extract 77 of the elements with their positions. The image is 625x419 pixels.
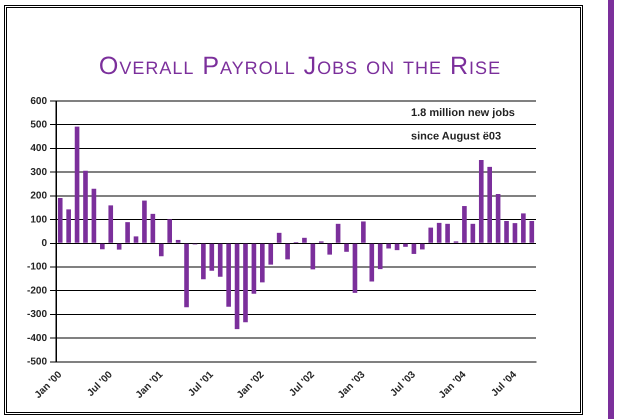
y-tick-label: -500	[27, 356, 48, 368]
x-tick-label: Jul '03	[388, 369, 418, 399]
x-tick-label: Jan '00	[32, 369, 65, 401]
bar	[167, 219, 172, 243]
y-tick-label: -400	[27, 332, 48, 344]
bar	[378, 244, 383, 270]
bar	[327, 244, 332, 255]
bar	[58, 198, 63, 243]
bar	[470, 224, 476, 243]
y-tick-label: 300	[30, 166, 48, 178]
bar	[142, 200, 147, 243]
y-tick-label: 400	[30, 143, 48, 154]
bar	[234, 244, 240, 330]
bar	[276, 232, 282, 243]
bar	[108, 205, 114, 243]
bar	[403, 244, 408, 247]
bar	[92, 188, 96, 243]
bar	[504, 220, 509, 243]
bar	[260, 244, 265, 282]
bar	[344, 244, 349, 252]
bar	[386, 244, 391, 248]
bar	[243, 244, 248, 322]
bar	[496, 194, 500, 243]
chart-title: Overall Payroll Jobs on the Rise	[98, 52, 502, 81]
x-tick-label: Jul '02	[287, 369, 318, 399]
bar	[83, 170, 88, 243]
x-tick-label: Jul '01	[186, 369, 216, 399]
y-tick-label: 500	[30, 119, 48, 130]
x-tick-label: Jul '00	[85, 369, 116, 399]
bar	[369, 244, 374, 282]
y-tick-label: -200	[27, 285, 48, 296]
bar	[158, 244, 164, 256]
bar	[184, 244, 189, 308]
y-tick-label: -100	[27, 262, 48, 273]
y-tick-label: 100	[30, 214, 48, 226]
bar	[352, 244, 358, 293]
bar	[150, 214, 156, 243]
y-tick-label: 600	[30, 96, 48, 107]
bar	[226, 244, 231, 307]
bar	[268, 244, 274, 265]
bar	[428, 228, 434, 243]
bar	[336, 224, 340, 243]
x-tick-label: Jan '03	[336, 369, 368, 401]
y-tick-label: -300	[27, 309, 48, 320]
bar	[436, 222, 442, 243]
bar	[125, 222, 130, 243]
bar	[209, 244, 214, 271]
bar	[394, 244, 400, 250]
bar	[74, 126, 80, 243]
bar	[521, 213, 526, 243]
bar	[529, 220, 534, 243]
bar	[512, 223, 518, 243]
bar	[218, 244, 223, 277]
bar	[420, 244, 425, 250]
bar	[462, 206, 467, 243]
bar	[285, 244, 290, 260]
bar	[302, 238, 307, 243]
bar	[310, 244, 316, 270]
bar	[252, 244, 256, 294]
bar	[201, 244, 206, 280]
bar	[176, 240, 180, 243]
x-tick-label: Jan '02	[234, 369, 267, 401]
bar	[134, 236, 138, 243]
annotation: 1.8 million new jobs	[411, 106, 515, 119]
x-tick-label: Jan '01	[134, 369, 166, 401]
bar	[412, 244, 416, 254]
bar	[66, 209, 71, 243]
annotation: since August ë03	[411, 130, 502, 143]
y-tick-label: 0	[41, 238, 48, 250]
bar	[116, 244, 122, 250]
x-tick-label: Jul '04	[490, 369, 520, 399]
bar	[487, 166, 492, 243]
y-tick-label: 200	[30, 190, 48, 202]
bar	[478, 160, 484, 243]
x-tick-label: Jan '04	[437, 369, 469, 401]
bar	[445, 224, 450, 243]
bar	[361, 221, 366, 243]
